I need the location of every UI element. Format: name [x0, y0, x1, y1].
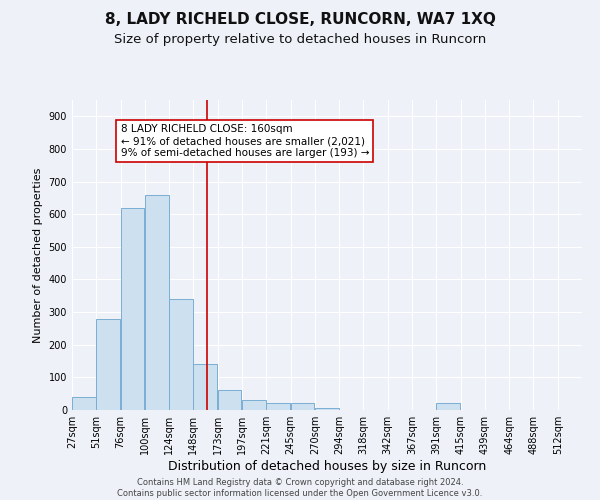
X-axis label: Distribution of detached houses by size in Runcorn: Distribution of detached houses by size …	[168, 460, 486, 473]
Bar	[242, 400, 266, 410]
Bar	[266, 404, 290, 410]
Y-axis label: Number of detached properties: Number of detached properties	[33, 168, 43, 342]
Bar	[121, 208, 145, 410]
Bar	[169, 299, 193, 410]
Bar	[436, 404, 460, 410]
Bar	[72, 397, 96, 410]
Text: 8 LADY RICHELD CLOSE: 160sqm
← 91% of detached houses are smaller (2,021)
9% of : 8 LADY RICHELD CLOSE: 160sqm ← 91% of de…	[121, 124, 369, 158]
Bar	[315, 408, 338, 410]
Bar	[290, 404, 314, 410]
Text: 8, LADY RICHELD CLOSE, RUNCORN, WA7 1XQ: 8, LADY RICHELD CLOSE, RUNCORN, WA7 1XQ	[104, 12, 496, 28]
Bar	[218, 390, 241, 410]
Bar	[145, 194, 169, 410]
Bar	[96, 318, 120, 410]
Text: Contains HM Land Registry data © Crown copyright and database right 2024.
Contai: Contains HM Land Registry data © Crown c…	[118, 478, 482, 498]
Bar	[193, 364, 217, 410]
Text: Size of property relative to detached houses in Runcorn: Size of property relative to detached ho…	[114, 32, 486, 46]
